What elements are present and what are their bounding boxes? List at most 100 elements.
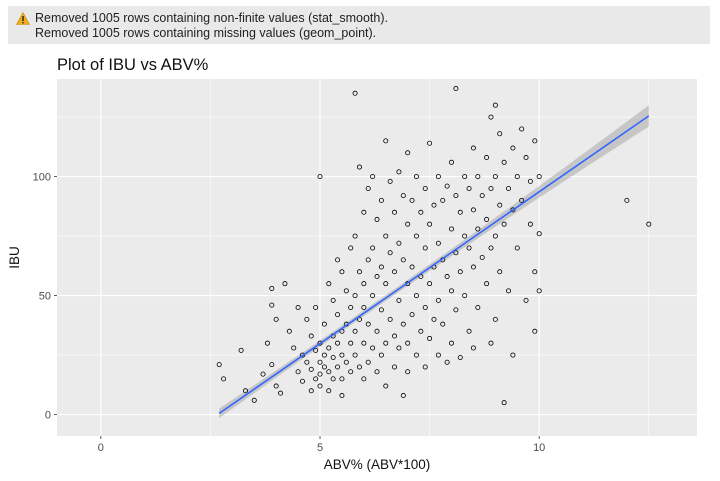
data-point — [488, 114, 494, 120]
data-point — [475, 304, 481, 310]
data-point — [488, 185, 494, 191]
data-point — [449, 226, 455, 232]
data-point — [510, 207, 516, 213]
data-point — [242, 388, 248, 394]
data-point — [457, 354, 463, 360]
data-point — [435, 174, 441, 180]
data-point — [519, 126, 525, 132]
data-point — [453, 307, 459, 313]
data-point — [400, 257, 406, 263]
data-point — [492, 233, 498, 239]
data-point — [466, 245, 472, 251]
data-point — [370, 293, 376, 299]
data-point — [427, 221, 433, 227]
data-point — [308, 333, 314, 339]
data-point — [427, 335, 433, 341]
data-point — [396, 345, 402, 351]
data-point — [356, 269, 362, 275]
data-point — [396, 240, 402, 246]
data-point — [431, 202, 437, 208]
data-point — [479, 254, 485, 260]
warning-text-geom-point: Removed 1005 rows containing missing val… — [35, 26, 377, 40]
data-point — [278, 390, 284, 396]
data-point — [352, 352, 358, 358]
y-tick-label: 50 — [39, 291, 51, 303]
data-point — [435, 352, 441, 358]
data-point — [352, 233, 358, 239]
data-point — [304, 316, 310, 322]
data-point — [392, 333, 398, 339]
data-point — [422, 185, 428, 191]
data-point — [269, 362, 275, 368]
data-point — [317, 174, 323, 180]
data-point — [484, 216, 490, 222]
data-point — [370, 245, 376, 251]
data-point — [330, 376, 336, 382]
data-point — [326, 388, 332, 394]
data-point — [378, 307, 384, 313]
x-tick-label: 10 — [533, 442, 545, 454]
data-point — [418, 209, 424, 215]
data-point — [335, 340, 341, 346]
smooth-ribbon — [219, 105, 649, 419]
data-point — [370, 174, 376, 180]
data-point — [431, 316, 437, 322]
data-point — [387, 316, 393, 322]
data-point — [343, 359, 349, 365]
data-point — [383, 340, 389, 346]
data-point — [422, 304, 428, 310]
data-point — [313, 304, 319, 310]
data-point — [378, 264, 384, 270]
data-point — [339, 376, 345, 382]
data-point — [514, 245, 520, 251]
data-point — [466, 328, 472, 334]
data-point — [435, 297, 441, 303]
data-point — [427, 140, 433, 146]
data-point — [269, 302, 275, 308]
data-point — [492, 102, 498, 108]
y-axis-title: IBU — [7, 246, 22, 269]
data-point — [356, 164, 362, 170]
data-point — [462, 174, 468, 180]
data-point — [335, 364, 341, 370]
data-point — [352, 90, 358, 96]
data-point — [392, 209, 398, 215]
data-point — [286, 328, 292, 334]
data-point — [383, 138, 389, 144]
data-point — [405, 150, 411, 156]
data-point — [321, 364, 327, 370]
data-point — [361, 209, 367, 215]
warning-text-stat-smooth: Removed 1005 rows containing non-finite … — [35, 11, 388, 25]
data-point — [418, 328, 424, 334]
data-point — [326, 281, 332, 287]
data-point — [453, 86, 459, 92]
data-point — [422, 245, 428, 251]
data-point — [488, 245, 494, 251]
data-point — [387, 250, 393, 256]
data-point — [361, 376, 367, 382]
data-point — [462, 293, 468, 299]
data-point — [378, 352, 384, 358]
data-point — [497, 269, 503, 275]
data-point — [501, 221, 507, 227]
data-point — [238, 347, 244, 353]
data-point — [374, 369, 380, 375]
data-point — [352, 293, 358, 299]
smooth-line — [218, 115, 650, 415]
data-point — [479, 193, 485, 199]
data-point — [510, 145, 516, 151]
plot-panel — [57, 79, 697, 436]
data-point — [295, 369, 301, 375]
data-point — [435, 240, 441, 246]
data-point — [409, 197, 415, 203]
data-point — [396, 169, 402, 175]
data-point — [484, 281, 490, 287]
data-point — [400, 193, 406, 199]
data-point — [470, 264, 476, 270]
data-point — [400, 321, 406, 327]
data-point — [365, 185, 371, 191]
data-point — [510, 352, 516, 358]
data-point — [383, 281, 389, 287]
data-point — [313, 347, 319, 353]
